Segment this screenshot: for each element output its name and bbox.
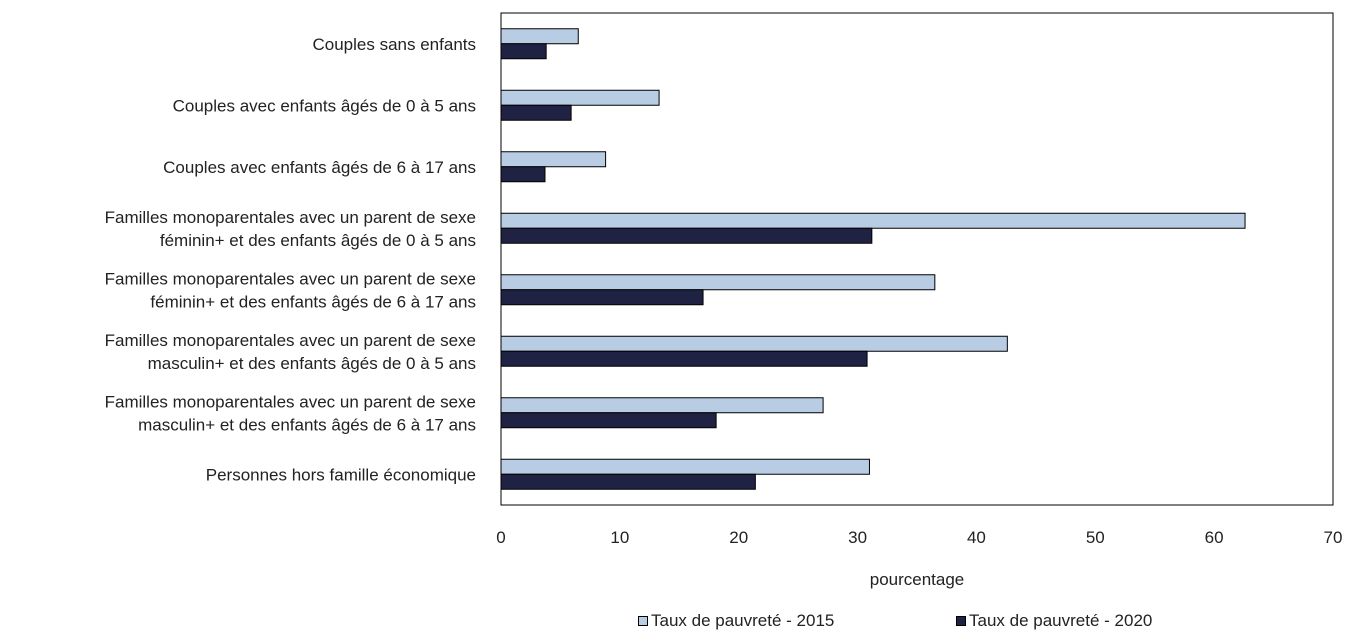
category-label: Familles monoparentales avec un parent d… xyxy=(105,331,476,373)
category-label: Couples avec enfants âgés de 0 à 5 ans xyxy=(173,96,476,115)
x-axis-title: pourcentage xyxy=(870,570,965,589)
category-label: Familles monoparentales avec un parent d… xyxy=(105,208,476,250)
x-tick-label: 60 xyxy=(1205,528,1224,547)
bar-2015-1 xyxy=(500,28,579,45)
bar-2015-3 xyxy=(500,151,607,168)
x-tick-label: 10 xyxy=(610,528,629,547)
x-tick-label: 70 xyxy=(1324,528,1343,547)
bar-2020-4 xyxy=(500,227,873,244)
bar-2015-8 xyxy=(500,458,870,475)
bar-2020-7 xyxy=(500,412,717,429)
category-label: Couples sans enfants xyxy=(313,35,477,54)
bar-2020-6 xyxy=(500,350,868,367)
x-tick-label: 30 xyxy=(848,528,867,547)
bar-2020-2 xyxy=(500,104,572,121)
legend-swatch-2015 xyxy=(638,616,648,626)
x-tick-label: 50 xyxy=(1086,528,1105,547)
legend-label-2015: Taux de pauvreté - 2015 xyxy=(651,611,835,630)
bar-2015-2 xyxy=(500,89,660,106)
bar-2020-5 xyxy=(500,289,704,306)
plot-area xyxy=(500,12,1334,506)
legend: Taux de pauvreté - 2015 Taux de pauvreté… xyxy=(0,610,1347,632)
legend-item-2015: Taux de pauvreté - 2015 xyxy=(638,610,834,632)
x-tick-label: 40 xyxy=(967,528,986,547)
category-label: Couples avec enfants âgés de 6 à 17 ans xyxy=(163,158,476,177)
bar-2020-8 xyxy=(500,473,756,490)
category-label: Familles monoparentales avec un parent d… xyxy=(105,392,476,434)
bar-2015-6 xyxy=(500,335,1008,352)
category-label: Familles monoparentales avec un parent d… xyxy=(105,269,476,311)
legend-item-2020: Taux de pauvreté - 2020 xyxy=(956,610,1152,632)
legend-label-2020: Taux de pauvreté - 2020 xyxy=(969,611,1153,630)
x-tick-label: 0 xyxy=(496,528,505,547)
category-label: Personnes hors famille économique xyxy=(206,465,476,484)
bar-2020-3 xyxy=(500,166,546,183)
bar-2015-5 xyxy=(500,274,936,291)
legend-swatch-2020 xyxy=(956,616,966,626)
bar-chart: Couples sans enfants Couples avec enfants… xyxy=(105,12,1343,589)
bar-2020-1 xyxy=(500,43,547,60)
bar-2015-4 xyxy=(500,212,1246,229)
bar-2015-7 xyxy=(500,397,824,414)
x-tick-label: 20 xyxy=(729,528,748,547)
